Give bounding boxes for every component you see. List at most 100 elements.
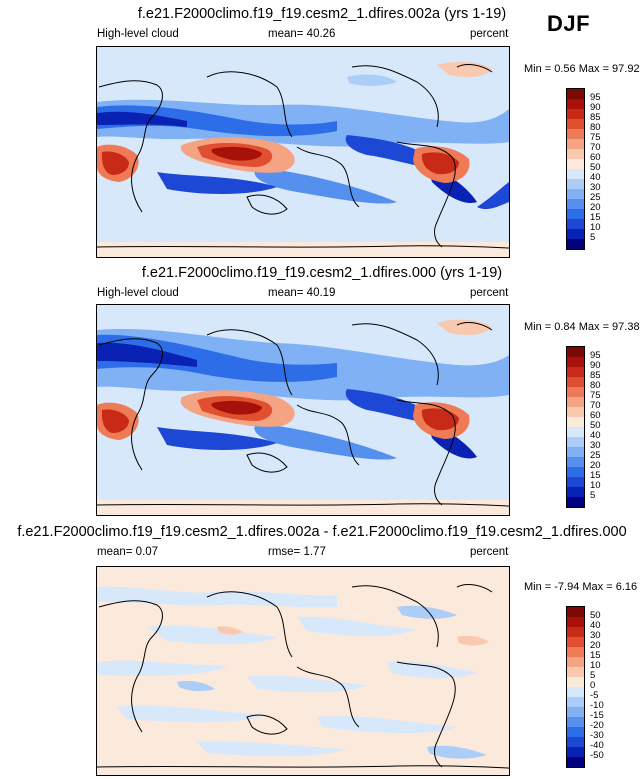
- colorbar-tick-label: 95: [590, 92, 601, 103]
- colorbar-segment: [567, 189, 584, 199]
- panel3-minmax: Min = -7.94 Max = 6.16: [524, 581, 638, 593]
- coastline: [246, 194, 288, 215]
- panel1-colorbar: [566, 88, 585, 250]
- colorbar-segment: [567, 487, 584, 497]
- coastline: [97, 765, 509, 769]
- colorbar-tick-label: 90: [590, 102, 601, 113]
- coastline: [351, 65, 439, 128]
- colorbar-tick-label: 15: [590, 650, 601, 661]
- colorbar-tick-label: 20: [590, 202, 601, 213]
- colorbar-tick-label: 70: [590, 142, 601, 153]
- colorbar-segment: [567, 239, 584, 249]
- coastline: [97, 503, 509, 507]
- coastline: [296, 404, 360, 466]
- colorbar-segment: [567, 149, 584, 159]
- colorbar-tick-label: 30: [590, 440, 601, 451]
- colorbar-segment: [567, 377, 584, 387]
- coastline: [98, 600, 163, 733]
- colorbar-tick-label: 50: [590, 610, 601, 621]
- coastline: [396, 661, 456, 768]
- colorbar-tick-label: 10: [590, 480, 601, 491]
- colorbar-segment: [567, 477, 584, 487]
- colorbar-tick-label: -20: [590, 720, 604, 731]
- colorbar-tick-label: -5: [590, 690, 599, 701]
- colorbar-segment: [567, 169, 584, 179]
- colorbar-tick-label: 25: [590, 450, 601, 461]
- panel3-colorbar: [566, 606, 585, 768]
- panel2-contour-field: [97, 305, 509, 515]
- colorbar-segment: [567, 447, 584, 457]
- colorbar-tick-label: 40: [590, 172, 601, 183]
- colorbar-segment: [567, 209, 584, 219]
- panel2-title: f.e21.F2000climo.f19_f19.cesm2_1.dfires.…: [141, 265, 503, 281]
- panel3-rmse-label: rmse= 1.77: [268, 546, 326, 558]
- colorbar-segment: [567, 179, 584, 189]
- coastline: [351, 585, 439, 648]
- colorbar-tick-label: -15: [590, 710, 604, 721]
- colorbar-tick-label: 50: [590, 162, 601, 173]
- panel1-variable-label: High-level cloud: [97, 28, 179, 40]
- colorbar-tick-label: 75: [590, 132, 601, 143]
- coastline: [206, 591, 293, 658]
- colorbar-tick-label: 90: [590, 360, 601, 371]
- colorbar-segment: [567, 757, 584, 767]
- panel2-minmax: Min = 0.84 Max = 97.38: [524, 321, 640, 333]
- colorbar-tick-label: 75: [590, 390, 601, 401]
- colorbar-segment: [567, 637, 584, 647]
- colorbar-tick-label: 10: [590, 660, 601, 671]
- colorbar-segment: [567, 687, 584, 697]
- coastline: [351, 323, 439, 386]
- colorbar-segment: [567, 657, 584, 667]
- colorbar-segment: [567, 89, 584, 99]
- colorbar-segment: [567, 407, 584, 417]
- colorbar-segment: [567, 347, 584, 357]
- colorbar-segment: [567, 727, 584, 737]
- colorbar-tick-label: -50: [590, 750, 604, 761]
- season-label: DJF: [547, 11, 591, 36]
- colorbar-segment: [567, 427, 584, 437]
- colorbar-tick-label: 50: [590, 420, 601, 431]
- colorbar-tick-label: 95: [590, 350, 601, 361]
- colorbar-segment: [567, 139, 584, 149]
- panel1-minmax: Min = 0.56 Max = 97.92: [524, 63, 640, 75]
- colorbar-segment: [567, 697, 584, 707]
- colorbar-tick-label: 10: [590, 222, 601, 233]
- colorbar-segment: [567, 707, 584, 717]
- panel1-contour-field: [97, 47, 509, 257]
- coastline: [246, 452, 288, 473]
- colorbar-segment: [567, 367, 584, 377]
- colorbar-segment: [567, 717, 584, 727]
- coastline: [246, 714, 288, 735]
- colorbar-tick-label: 15: [590, 470, 601, 481]
- panel3-mean-label: mean= 0.07: [97, 546, 159, 558]
- coastline: [98, 80, 163, 213]
- panel1-units-label: percent: [470, 28, 509, 40]
- panel3-contour-field: [97, 567, 509, 775]
- colorbar-segment: [567, 109, 584, 119]
- colorbar-segment: [567, 677, 584, 687]
- colorbar-tick-label: 20: [590, 640, 601, 651]
- coastline: [296, 666, 360, 728]
- coastline: [456, 64, 493, 73]
- colorbar-tick-label: 20: [590, 460, 601, 471]
- colorbar-tick-label: 5: [590, 670, 596, 681]
- panel2-colorbar: [566, 346, 585, 508]
- colorbar-segment: [567, 467, 584, 477]
- colorbar-segment: [567, 437, 584, 447]
- colorbar-segment: [567, 397, 584, 407]
- colorbar-tick-label: -30: [590, 730, 604, 741]
- colorbar-segment: [567, 229, 584, 239]
- colorbar-tick-label: 30: [590, 630, 601, 641]
- panel3-title: f.e21.F2000climo.f19_f19.cesm2_1.dfires.…: [17, 524, 627, 540]
- coastline: [296, 146, 360, 208]
- colorbar-tick-label: 15: [590, 212, 601, 223]
- colorbar-segment: [567, 159, 584, 169]
- colorbar-tick-label: 5: [590, 232, 596, 243]
- colorbar-tick-label: 80: [590, 122, 601, 133]
- panel1-title: f.e21.F2000climo.f19_f19.cesm2_1.dfires.…: [137, 6, 507, 22]
- colorbar-segment: [567, 457, 584, 467]
- colorbar-segment: [567, 357, 584, 367]
- colorbar-tick-label: 25: [590, 192, 601, 203]
- colorbar-tick-label: 60: [590, 152, 601, 163]
- coastline: [396, 399, 456, 506]
